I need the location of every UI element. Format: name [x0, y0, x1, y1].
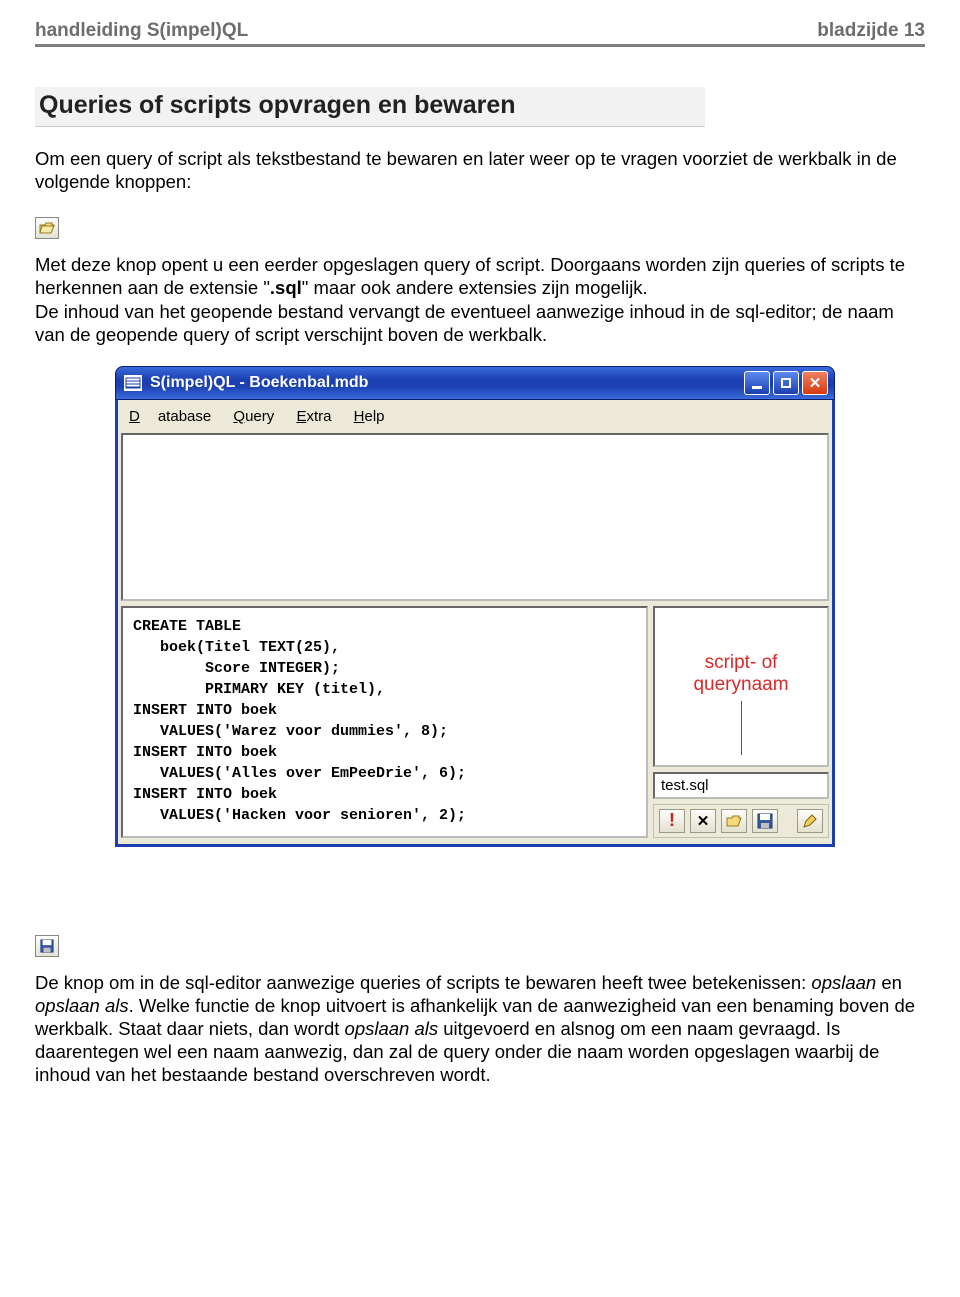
editor-toolbar: ! ✕ — [653, 804, 829, 838]
minimize-button[interactable] — [744, 371, 770, 395]
menu-extra[interactable]: Extra — [296, 408, 331, 425]
open-button[interactable] — [721, 809, 747, 833]
para3-a: De knop om in de sql-editor aanwezige qu… — [35, 972, 811, 993]
annotation-text: script- of querynaam — [661, 652, 821, 696]
para2-c: De inhoud van het geopende bestand verva… — [35, 301, 894, 345]
results-panel — [121, 433, 829, 601]
save-file-icon — [35, 935, 59, 957]
para3-i3: opslaan als — [345, 1018, 439, 1039]
window-body: Database Query Extra Help CREATE TABLE b… — [115, 400, 835, 847]
page-header: handleiding S(impel)QL bladzijde 13 — [35, 20, 925, 42]
app-icon — [124, 375, 142, 391]
edit-button[interactable] — [797, 809, 823, 833]
app-window: S(impel)QL - Boekenbal.mdb ✕ Database Qu… — [115, 366, 835, 847]
section-title: Queries of scripts opvragen en bewaren — [35, 87, 705, 127]
para3-i2: opslaan als — [35, 995, 129, 1016]
window-titlebar: S(impel)QL - Boekenbal.mdb ✕ — [115, 366, 835, 400]
para3-i1: opslaan — [811, 972, 876, 993]
maximize-button[interactable] — [773, 371, 799, 395]
window-title: S(impel)QL - Boekenbal.mdb — [150, 374, 368, 392]
menubar: Database Query Extra Help — [121, 402, 829, 433]
filename-field[interactable]: test.sql — [653, 772, 829, 799]
close-button[interactable]: ✕ — [802, 371, 828, 395]
annotation-panel: script- of querynaam — [653, 606, 829, 767]
para2-b: " maar ook andere extensies zijn mogelij… — [302, 277, 648, 298]
header-left: handleiding S(impel)QL — [35, 20, 248, 42]
save-button[interactable] — [752, 809, 778, 833]
cancel-button[interactable]: ✕ — [690, 809, 716, 833]
annotation-pointer — [741, 701, 742, 755]
sql-editor[interactable]: CREATE TABLE boek(Titel TEXT(25), Score … — [121, 606, 648, 838]
menu-query[interactable]: Query — [233, 408, 274, 425]
run-button[interactable]: ! — [659, 809, 685, 833]
paragraph-3: De knop om in de sql-editor aanwezige qu… — [35, 971, 925, 1087]
open-file-icon — [35, 217, 59, 239]
para3-b: en — [876, 972, 902, 993]
paragraph-2: Met deze knop opent u een eerder opgesla… — [35, 253, 925, 346]
para2-bold: .sql — [270, 277, 302, 298]
menu-database[interactable]: Database — [129, 408, 211, 425]
header-rule — [35, 44, 925, 47]
menu-help[interactable]: Help — [354, 408, 385, 425]
header-right: bladzijde 13 — [817, 20, 925, 42]
paragraph-1: Om een query of script als tekstbestand … — [35, 147, 925, 193]
